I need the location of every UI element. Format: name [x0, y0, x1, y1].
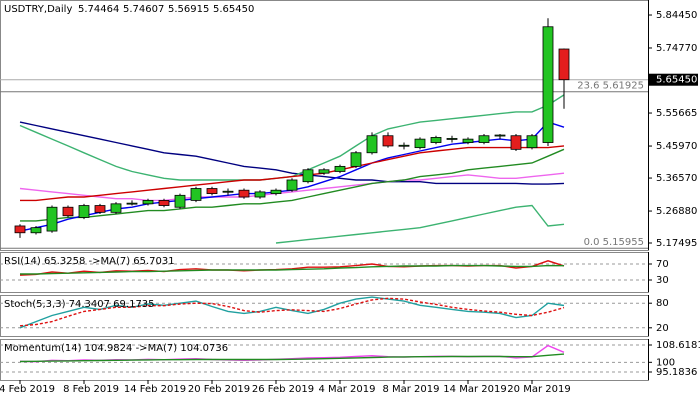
candle-body	[478, 135, 490, 143]
candle-body	[286, 179, 298, 191]
x-tick-label: 26 Feb 2019	[252, 384, 314, 395]
candle-body	[334, 165, 346, 172]
y-tick-label: 5.26880	[656, 206, 697, 217]
x-tick-label: 8 Mar 2019	[382, 384, 439, 395]
panel-plot	[0, 344, 648, 373]
candle-body	[222, 190, 234, 193]
candle-body	[190, 188, 202, 201]
ohlc-label: 5.56915	[168, 4, 209, 15]
candle-body	[558, 48, 570, 81]
indicator-line	[19, 297, 565, 327]
candle-body	[78, 205, 90, 218]
candle-body	[366, 135, 378, 154]
candle-body	[238, 189, 250, 198]
x-tick-label: 14 Feb 2019	[124, 384, 186, 395]
candle-body	[350, 152, 362, 167]
x-tick-label: 14 Mar 2019	[443, 384, 506, 395]
indicator-line	[20, 264, 565, 275]
candle-body	[510, 135, 522, 150]
y-tick-label: 5.45970	[656, 141, 697, 152]
panel-title: RSI(14) 65.3258 ->MA(7) 65.7031	[4, 256, 175, 267]
y-tick-label: 5.84450	[656, 10, 697, 21]
candle-body	[446, 138, 458, 140]
candle-body	[526, 135, 538, 149]
candle-body	[494, 134, 506, 137]
y-tick-label: 5.17495	[656, 238, 697, 249]
x-tick-label: 8 Feb 2019	[63, 384, 119, 395]
x-tick-label: 20 Mar 2019	[507, 384, 570, 395]
x-tick-label: 4 Feb 2019	[0, 384, 55, 395]
candle-body	[414, 138, 426, 149]
y-tick-label: 5.74770	[656, 43, 697, 54]
candle-body	[462, 138, 474, 143]
candle-body	[158, 200, 170, 206]
y-tick-label: 95.1836	[656, 367, 697, 378]
ohlc-label: 5.74464	[78, 4, 119, 15]
panel-plot	[0, 260, 648, 281]
candle-body	[30, 227, 42, 234]
panel-plot	[0, 296, 648, 329]
ohlc-label: 5.65450	[213, 4, 254, 15]
panel-plot	[0, 18, 648, 249]
indicator-line	[20, 145, 565, 202]
ohlc-label: 5.74607	[123, 4, 164, 15]
indicator-line	[19, 296, 565, 329]
candle-body	[270, 189, 282, 195]
price-marker-box	[649, 73, 698, 86]
candle-body	[398, 144, 410, 147]
candle-body	[206, 188, 218, 195]
candle-body	[382, 135, 394, 147]
candle-body	[430, 137, 442, 143]
candle-body	[126, 202, 138, 205]
indicator-line	[19, 353, 565, 363]
candle-body	[174, 194, 186, 208]
x-tick-label: 4 Mar 2019	[318, 384, 375, 395]
y-tick-label: 5.36570	[656, 173, 697, 184]
y-tick-label: 70	[656, 259, 669, 270]
chart-title: USDTRY,Daily	[4, 4, 72, 15]
y-tick-label: 30	[656, 275, 669, 286]
indicator-line	[275, 204, 565, 244]
candle-body	[542, 26, 554, 143]
y-tick-label: 100	[656, 357, 675, 368]
candle-body	[110, 203, 122, 213]
y-tick-label: 80	[656, 298, 669, 309]
indicator-line	[20, 148, 565, 222]
candle-body	[14, 225, 26, 234]
y-tick-label: 5.55665	[656, 108, 697, 119]
candle-body	[94, 205, 106, 213]
price-marker-label: 5.65450	[656, 75, 697, 86]
candle-body	[62, 206, 74, 217]
fib-label: 0.0 5.15955	[584, 237, 644, 248]
indicator-line	[19, 121, 565, 185]
candle-body	[302, 169, 314, 183]
y-tick-label: 20	[656, 323, 669, 334]
candle-body	[318, 169, 330, 174]
candle-body	[142, 200, 154, 205]
candle-body	[254, 191, 266, 198]
candle-body	[46, 206, 58, 232]
fib-label: 23.6 5.61925	[577, 81, 644, 92]
y-tick-label: 108.6181	[656, 340, 700, 351]
x-tick-label: 20 Feb 2019	[188, 384, 250, 395]
panel-title: Stoch(5,3,3) 74.3407 69.1735	[4, 299, 155, 310]
panel-title: Momentum(14) 104.9824 ->MA(7) 104.0736	[4, 343, 228, 354]
